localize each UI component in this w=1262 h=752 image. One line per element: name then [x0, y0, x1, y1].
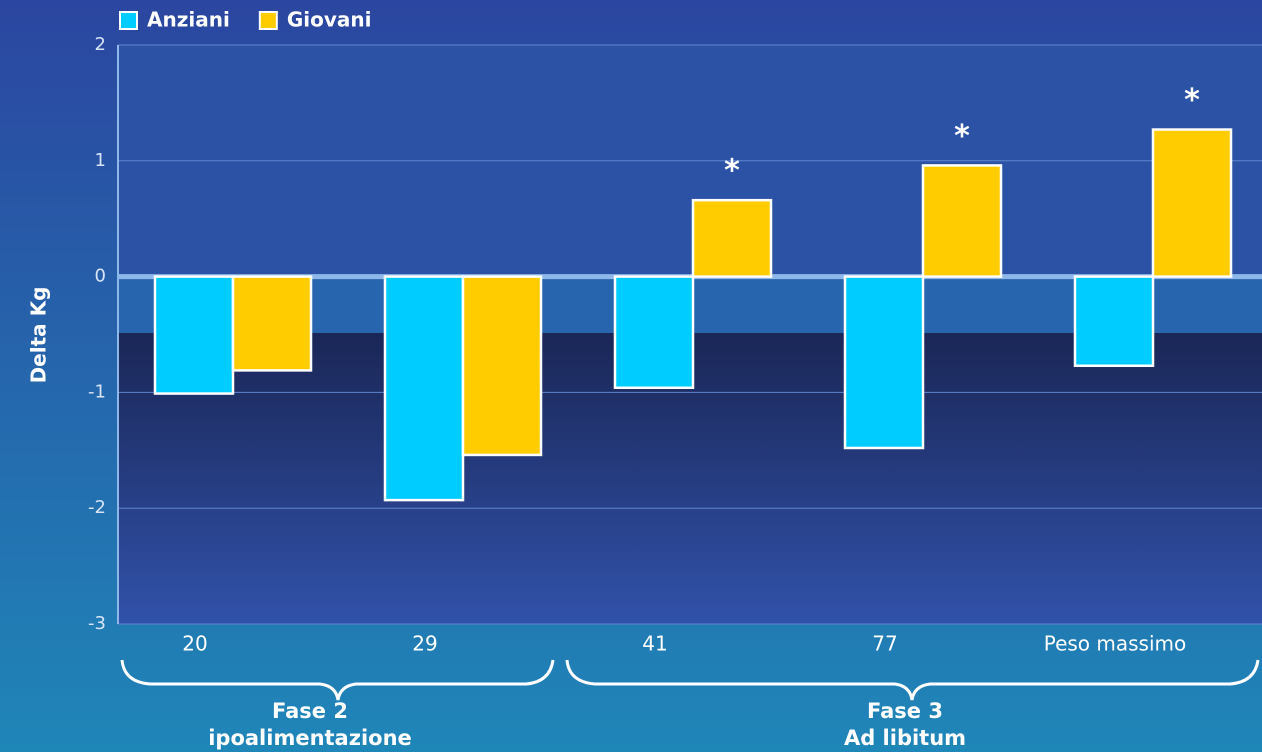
annotation: *	[1184, 83, 1200, 118]
bar	[231, 275, 313, 372]
bar	[921, 164, 1003, 278]
x-tick-label: Peso massimo	[1044, 632, 1187, 656]
bar	[613, 275, 695, 390]
bar	[691, 198, 773, 278]
y-tick-label: 1	[95, 150, 106, 171]
bar	[153, 275, 235, 395]
group-label: ipoalimentazione	[208, 726, 412, 750]
y-tick-label: -1	[88, 381, 106, 402]
brace	[565, 659, 1260, 701]
bar	[383, 275, 465, 502]
legend-swatch	[119, 11, 138, 30]
annotation: *	[724, 154, 740, 189]
x-tick-label: 41	[642, 632, 667, 656]
group-label: Ad libitum	[844, 726, 966, 750]
plot-upper	[118, 45, 1262, 278]
legend-label: Anziani	[147, 8, 230, 32]
y-tick-label: -3	[88, 613, 106, 634]
bar	[461, 275, 543, 457]
legend-label: Giovani	[287, 8, 372, 32]
bar	[1073, 275, 1155, 368]
bar	[1151, 128, 1233, 278]
bar	[843, 275, 925, 450]
annotation: *	[954, 119, 970, 154]
group-label: Fase 2	[272, 699, 348, 723]
y-axis-label: Delta Kg	[27, 287, 51, 384]
x-tick-label: 77	[872, 632, 897, 656]
x-tick-label: 29	[412, 632, 437, 656]
x-tick-label: 20	[182, 632, 207, 656]
legend-swatch	[258, 11, 278, 30]
y-tick-label: 0	[95, 266, 106, 287]
y-tick-label: 2	[95, 34, 106, 55]
brace	[120, 659, 555, 701]
group-label: Fase 3	[867, 699, 943, 723]
y-tick-label: -2	[88, 497, 106, 518]
